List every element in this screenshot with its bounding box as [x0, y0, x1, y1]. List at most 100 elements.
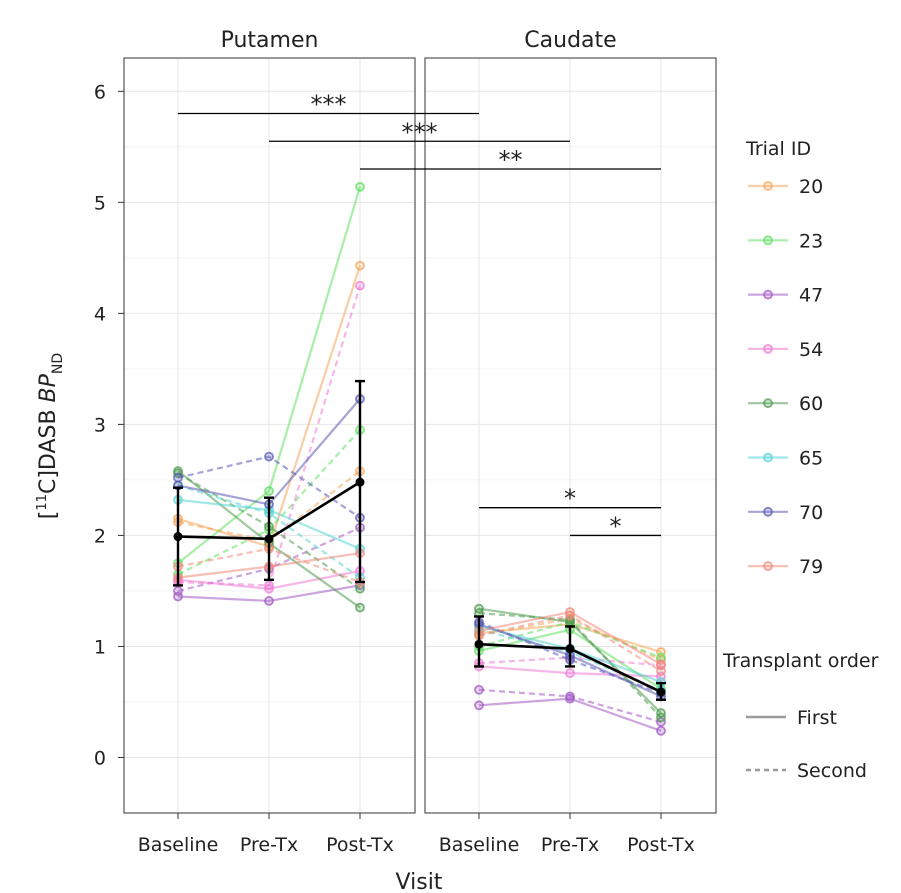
y-axis-title-middle: C]DASB: [36, 402, 61, 494]
legend-item-20: 20: [748, 176, 823, 198]
series-point-54: [565, 668, 575, 679]
x-tick-label: Pre-Tx: [240, 834, 298, 856]
series-group: [474, 603, 666, 736]
legend-label: 47: [799, 285, 823, 307]
series-point-47: [264, 596, 274, 606]
series-point-60: [355, 602, 365, 613]
mean-point: [173, 532, 183, 542]
mean-point: [355, 477, 365, 487]
series-line-47-first: [177, 584, 361, 603]
series-point-79: [565, 610, 575, 621]
legend-item-first: First: [746, 707, 837, 729]
legend-item-65: 65: [748, 448, 823, 470]
x-tick-label: Post-Tx: [627, 834, 695, 856]
y-tick-label: 6: [94, 81, 106, 103]
bracket-label: ***: [311, 91, 347, 119]
mean-point: [565, 644, 575, 654]
y-tick-label: 0: [94, 747, 106, 769]
y-axis-title-sup: 11: [35, 494, 50, 511]
y-axis-title-italic: BP: [36, 373, 61, 402]
x-tick-label: Post-Tx: [326, 834, 394, 856]
x-tick-label: Baseline: [138, 834, 219, 856]
series-line-47-second: [478, 688, 662, 724]
legend-label: 70: [799, 502, 823, 524]
y-axis: 0 1 2 3 4 5 6: [94, 81, 124, 769]
series-line-70-second: [478, 621, 662, 695]
legend-item-47: 47: [748, 285, 823, 307]
y-tick-label: 1: [94, 636, 106, 658]
series-line-47-first: [478, 697, 662, 732]
mean-point: [474, 639, 484, 649]
y-tick-label: 3: [94, 414, 106, 436]
x-tick-label: Baseline: [439, 834, 520, 856]
mean-point: [656, 687, 666, 697]
bracket-label: ***: [402, 118, 438, 146]
panel-title: Caudate: [524, 28, 616, 53]
mean-point: [264, 534, 274, 544]
legend-key-point: [763, 181, 773, 191]
series-point-60: [355, 583, 365, 594]
legend-key-point: [763, 452, 773, 463]
y-axis-title: [11C]DASB BPND: [35, 353, 66, 519]
legend-key-point: [763, 289, 773, 300]
series-point-79: [656, 665, 666, 676]
series-point-47: [474, 684, 484, 695]
legend-linetype-label: Second: [797, 760, 867, 782]
y-tick-label: 2: [94, 525, 106, 547]
legend-title-trial-id: Trial ID: [745, 138, 811, 160]
gridlines: [124, 58, 415, 813]
series-point-54: [355, 280, 365, 291]
legend-item-70: 70: [748, 502, 823, 524]
series-point-23: [355, 181, 365, 192]
series-point-20: [355, 260, 365, 271]
legend-label: 20: [799, 176, 823, 198]
bracket-label: *: [610, 512, 622, 540]
panel-putamen: Putamen Baseline Pre-Tx Post-Tx: [123, 28, 416, 856]
significance-brackets: **********: [178, 91, 661, 540]
panel-caudate: Caudate Baseline Pre-Tx Post-Tx: [424, 28, 717, 856]
bracket-label: *: [564, 485, 576, 513]
legend-key-point: [763, 506, 773, 517]
bracket-label: **: [499, 146, 523, 174]
legend-key-point: [763, 398, 773, 409]
legend-label: 54: [799, 339, 823, 361]
legend-key-point: [763, 343, 773, 354]
series-line-70-second: [177, 455, 361, 519]
legend-key-point: [763, 561, 773, 571]
legend-label: 23: [799, 230, 823, 252]
x-axis-title: Visit: [396, 870, 443, 893]
series-point-47: [474, 700, 484, 711]
legend-label: 60: [799, 393, 823, 415]
series-point-70: [173, 472, 183, 483]
legend-key-point: [763, 235, 773, 246]
series-line-54-first: [478, 665, 662, 678]
legend-label: 79: [799, 556, 823, 578]
mean-group: [474, 615, 666, 701]
y-axis-title-prefix: [: [36, 511, 61, 520]
legend-item-23: 23: [748, 230, 823, 252]
x-tick-label: Pre-Tx: [541, 834, 599, 856]
legend-label: 65: [799, 448, 823, 470]
legend-item-second: Second: [746, 760, 867, 782]
legend-linetype-label: First: [797, 707, 837, 729]
panels: Putamen Baseline Pre-Tx Post-Tx Caudate Basel…: [123, 28, 717, 856]
series-point-47: [173, 586, 183, 596]
y-tick-label: 4: [94, 303, 106, 325]
series-line-23-first: [177, 186, 362, 565]
panel-title: Putamen: [221, 28, 319, 53]
series-point-23: [264, 486, 274, 496]
legend-item-79: 79: [748, 556, 823, 578]
series-point-79: [656, 659, 666, 670]
series-point-47: [565, 691, 575, 702]
series-point-47: [656, 725, 666, 736]
legend-title-transplant-order: Transplant order: [722, 650, 879, 672]
series-line-79-second: [478, 614, 662, 672]
series-point-54: [264, 580, 274, 591]
mean-group: [173, 379, 365, 587]
legend: Trial ID 20 23 47 54 60 65 70 79 Transplant order…: [722, 138, 879, 782]
series-point-60: [656, 712, 666, 723]
legend-item-54: 54: [748, 339, 823, 361]
series-point-70: [264, 451, 274, 462]
y-tick-label: 5: [94, 192, 106, 214]
